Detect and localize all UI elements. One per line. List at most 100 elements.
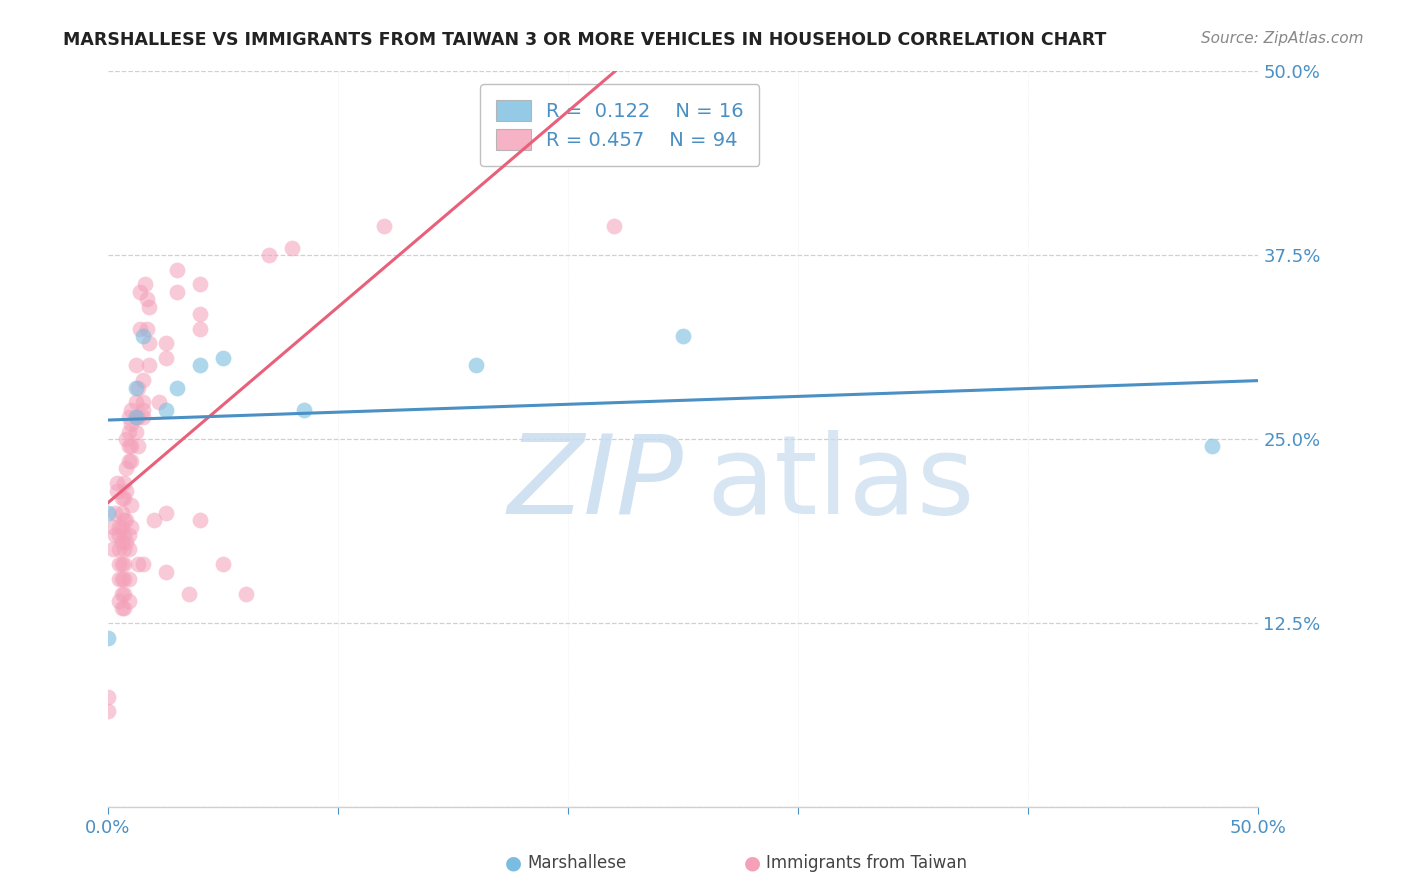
Point: [373, 219, 395, 233]
Point: [108, 520, 131, 534]
Point: [148, 395, 170, 409]
Point: [124, 409, 146, 424]
Text: Immigrants from Taiwan: Immigrants from Taiwan: [766, 855, 967, 872]
Point: [131, 557, 153, 571]
Point: [118, 542, 141, 557]
Point: [155, 565, 177, 579]
Point: [124, 425, 146, 439]
Point: [104, 527, 127, 541]
Point: [138, 336, 160, 351]
Point: [127, 380, 149, 394]
Point: [155, 351, 177, 365]
Point: [120, 402, 142, 417]
Point: [101, 542, 124, 557]
Text: ●: ●: [744, 854, 761, 872]
Point: [112, 557, 135, 571]
Point: [97, 631, 120, 645]
Point: [129, 321, 152, 335]
Legend: R =  0.122    N = 16, R = 0.457    N = 94: R = 0.122 N = 16, R = 0.457 N = 94: [479, 85, 759, 166]
Point: [212, 351, 235, 365]
Text: MARSHALLESE VS IMMIGRANTS FROM TAIWAN 3 OR MORE VEHICLES IN HOUSEHOLD CORRELATIO: MARSHALLESE VS IMMIGRANTS FROM TAIWAN 3 …: [63, 31, 1107, 49]
Point: [166, 285, 188, 299]
Point: [292, 402, 315, 417]
Point: [188, 321, 211, 335]
Point: [112, 491, 135, 505]
Point: [124, 395, 146, 409]
Point: [112, 476, 135, 491]
Point: [131, 402, 153, 417]
Point: [131, 329, 153, 343]
Point: [166, 262, 188, 277]
Point: [118, 572, 141, 586]
Point: [115, 513, 138, 527]
Point: [120, 454, 142, 468]
Point: [131, 409, 153, 424]
Point: [118, 594, 141, 608]
Point: [112, 513, 135, 527]
Point: [127, 439, 149, 453]
Point: [111, 572, 134, 586]
Point: [104, 506, 127, 520]
Point: [105, 476, 128, 491]
Point: [138, 359, 160, 373]
Point: [118, 425, 141, 439]
Point: [118, 527, 141, 541]
Point: [672, 329, 695, 343]
Point: [129, 285, 152, 299]
Text: atlas: atlas: [706, 430, 974, 537]
Text: Source: ZipAtlas.com: Source: ZipAtlas.com: [1201, 31, 1364, 46]
Point: [120, 520, 142, 534]
Point: [111, 491, 134, 505]
Point: [235, 586, 257, 600]
Point: [111, 586, 134, 600]
Point: [124, 409, 146, 424]
Point: [188, 513, 211, 527]
Point: [111, 520, 134, 534]
Point: [111, 601, 134, 615]
Point: [603, 219, 626, 233]
Point: [1201, 439, 1223, 453]
Point: [124, 380, 146, 394]
Point: [118, 439, 141, 453]
Point: [177, 586, 200, 600]
Point: [188, 277, 211, 292]
Point: [136, 292, 159, 306]
Point: [134, 277, 156, 292]
Point: [97, 506, 120, 520]
Point: [115, 461, 138, 475]
Point: [112, 542, 135, 557]
Point: [120, 498, 142, 512]
Text: ●: ●: [505, 854, 522, 872]
Point: [112, 586, 135, 600]
Point: [115, 535, 138, 549]
Text: ZIP: ZIP: [508, 430, 683, 537]
Point: [97, 690, 120, 704]
Point: [115, 432, 138, 446]
Point: [155, 402, 177, 417]
Point: [112, 601, 135, 615]
Point: [108, 594, 131, 608]
Point: [108, 572, 131, 586]
Point: [118, 409, 141, 424]
Point: [108, 527, 131, 541]
Point: [112, 572, 135, 586]
Point: [155, 506, 177, 520]
Point: [115, 483, 138, 498]
Point: [111, 535, 134, 549]
Point: [212, 557, 235, 571]
Point: [465, 359, 488, 373]
Point: [112, 527, 135, 541]
Text: Marshallese: Marshallese: [527, 855, 627, 872]
Point: [118, 454, 141, 468]
Point: [188, 359, 211, 373]
Point: [124, 359, 146, 373]
Point: [131, 373, 153, 387]
Point: [281, 241, 304, 255]
Point: [127, 557, 149, 571]
Point: [155, 336, 177, 351]
Point: [136, 321, 159, 335]
Point: [97, 705, 120, 719]
Point: [111, 506, 134, 520]
Point: [143, 513, 166, 527]
Point: [257, 248, 280, 262]
